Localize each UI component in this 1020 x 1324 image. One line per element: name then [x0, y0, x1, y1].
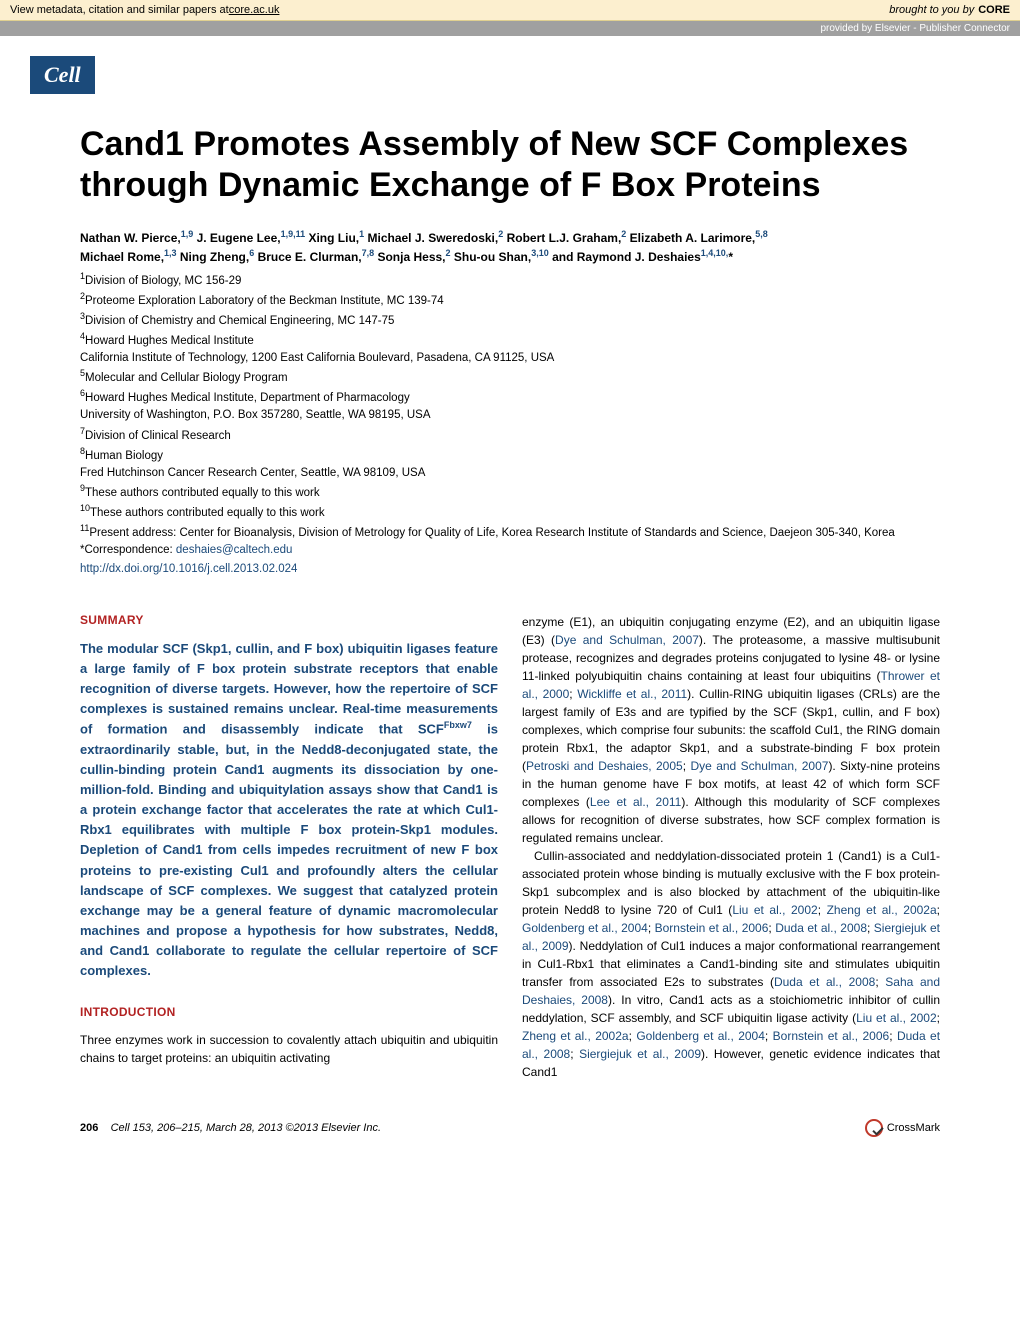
author: Elizabeth A. Larimore, [630, 231, 756, 245]
affil: Howard Hughes Medical Institute [85, 335, 254, 347]
body-paragraph-2: Cullin-associated and neddylation-dissoc… [522, 847, 940, 1081]
core-url-link[interactable]: core.ac.uk [229, 4, 280, 16]
brought-by-text: brought to you by [889, 4, 974, 16]
core-banner: View metadata, citation and similar pape… [0, 0, 1020, 21]
footer-citation: 206 Cell 153, 206–215, March 28, 2013 ©2… [80, 1122, 381, 1134]
core-logo: CORE [978, 4, 1010, 16]
affil-sup: 1,4,10, [701, 248, 729, 258]
summary-paragraph: The modular SCF (Skp1, cullin, and F box… [80, 639, 498, 982]
ref-link[interactable]: Dye and Schulman, 2007 [555, 633, 699, 647]
page-footer: 206 Cell 153, 206–215, March 28, 2013 ©2… [0, 1101, 1020, 1151]
article-title: Cand1 Promotes Assembly of New SCF Compl… [80, 124, 940, 206]
author: J. Eugene Lee, [197, 231, 281, 245]
affiliations: 1Division of Biology, MC 156-29 2Proteom… [80, 270, 940, 579]
authors: Nathan W. Pierce,1,9 J. Eugene Lee,1,9,1… [80, 228, 940, 266]
affil-sup: 1,9 [181, 229, 194, 239]
affil: Human Biology [85, 449, 163, 461]
core-banner-right: brought to you by CORE [889, 4, 1010, 16]
affil: These authors contributed equally to thi… [90, 507, 325, 519]
right-column: enzyme (E1), an ubiquitin conjugating en… [522, 613, 940, 1081]
affil: Division of Clinical Research [85, 429, 231, 441]
author: Robert L.J. Graham, [507, 231, 622, 245]
provided-by-bar: provided by Elsevier - Publisher Connect… [0, 21, 1020, 36]
crossmark-badge[interactable]: CrossMark [865, 1119, 940, 1137]
page-content: Cand1 Promotes Assembly of New SCF Compl… [0, 94, 1020, 1101]
affil-sup: 2 [621, 229, 626, 239]
affil-address: California Institute of Technology, 1200… [80, 350, 940, 367]
ref-link[interactable]: Lee et al., 2011 [590, 795, 681, 809]
journal-logo: Cell [30, 56, 95, 94]
author: Michael J. Sweredoski, [368, 231, 499, 245]
ref-link[interactable]: Bornstein et al., 2006 [773, 1029, 890, 1043]
intro-paragraph-left: Three enzymes work in succession to cova… [80, 1031, 498, 1067]
correspondence-email[interactable]: deshaies@caltech.edu [176, 544, 293, 556]
ref-link[interactable]: Petroski and Deshaies, 2005 [526, 759, 683, 773]
author: and Raymond J. Deshaies [552, 250, 701, 264]
affil: These authors contributed equally to thi… [85, 487, 320, 499]
author: Nathan W. Pierce, [80, 231, 181, 245]
affil-sup: 3,10 [531, 248, 549, 258]
affil: Division of Biology, MC 156-29 [85, 274, 241, 286]
affil: Howard Hughes Medical Institute, Departm… [85, 392, 410, 404]
affil-sup: 1,3 [164, 248, 177, 258]
author: Sonja Hess, [377, 250, 445, 264]
crossmark-icon [865, 1119, 883, 1137]
body-paragraph-1: enzyme (E1), an ubiquitin conjugating en… [522, 613, 940, 847]
affil-sup: 5,8 [755, 229, 768, 239]
two-column-layout: SUMMARY The modular SCF (Skp1, cullin, a… [80, 613, 940, 1081]
correspondence-label: *Correspondence: [80, 544, 176, 556]
summary-heading: SUMMARY [80, 613, 498, 627]
affil: Present address: Center for Bioanalysis,… [89, 527, 894, 539]
corresponding-star: * [728, 250, 733, 264]
ref-link[interactable]: Siergiejuk et al., 2009 [579, 1047, 701, 1061]
ref-link[interactable]: Duda et al., 2008 [774, 975, 875, 989]
footer-page-number: 206 [80, 1122, 98, 1134]
ref-link[interactable]: Dye and Schulman, 2007 [690, 759, 828, 773]
doi-link[interactable]: http://dx.doi.org/10.1016/j.cell.2013.02… [80, 561, 940, 578]
affil-sup: 6 [249, 248, 254, 258]
summary-text: The modular SCF (Skp1, cullin, and F box… [80, 641, 498, 737]
affil-sup: 1 [359, 229, 364, 239]
ref-link[interactable]: Goldenberg et al., 2004 [636, 1029, 765, 1043]
crossmark-label: CrossMark [887, 1122, 940, 1134]
metadata-text: View metadata, citation and similar pape… [10, 4, 229, 16]
author: Shu-ou Shan, [454, 250, 531, 264]
affil-address: Fred Hutchinson Cancer Research Center, … [80, 465, 940, 482]
affil-sup: 7,8 [362, 248, 375, 258]
summary-sup: Fbxw7 [444, 720, 472, 730]
author: Ning Zheng, [180, 250, 249, 264]
ref-link[interactable]: Duda et al., 2008 [775, 921, 867, 935]
ref-link[interactable]: Wickliffe et al., 2011 [577, 687, 687, 701]
ref-link[interactable]: Liu et al., 2002 [732, 903, 817, 917]
ref-link[interactable]: Zheng et al., 2002a [522, 1029, 629, 1043]
affil-sup: 2 [446, 248, 451, 258]
affil-sup: 2 [498, 229, 503, 239]
affil: Proteome Exploration Laboratory of the B… [85, 295, 444, 307]
affil-sup: 1,9,11 [281, 229, 306, 239]
affil-address: University of Washington, P.O. Box 35728… [80, 407, 940, 424]
footer-journal-citation: Cell 153, 206–215, March 28, 2013 ©2013 … [111, 1122, 381, 1134]
intro-heading: INTRODUCTION [80, 1005, 498, 1019]
core-banner-left: View metadata, citation and similar pape… [10, 4, 279, 16]
summary-text: is extraordinarily stable, but, in the N… [80, 722, 498, 979]
author: Bruce E. Clurman, [258, 250, 362, 264]
ref-link[interactable]: Bornstein et al., 2006 [655, 921, 769, 935]
ref-link[interactable]: Liu et al., 2002 [856, 1011, 937, 1025]
author: Michael Rome, [80, 250, 164, 264]
ref-link[interactable]: Zheng et al., 2002a [827, 903, 937, 917]
affil: Division of Chemistry and Chemical Engin… [85, 315, 394, 327]
author: Xing Liu, [308, 231, 359, 245]
ref-link[interactable]: Goldenberg et al., 2004 [522, 921, 648, 935]
left-column: SUMMARY The modular SCF (Skp1, cullin, a… [80, 613, 498, 1081]
affil: Molecular and Cellular Biology Program [85, 372, 288, 384]
